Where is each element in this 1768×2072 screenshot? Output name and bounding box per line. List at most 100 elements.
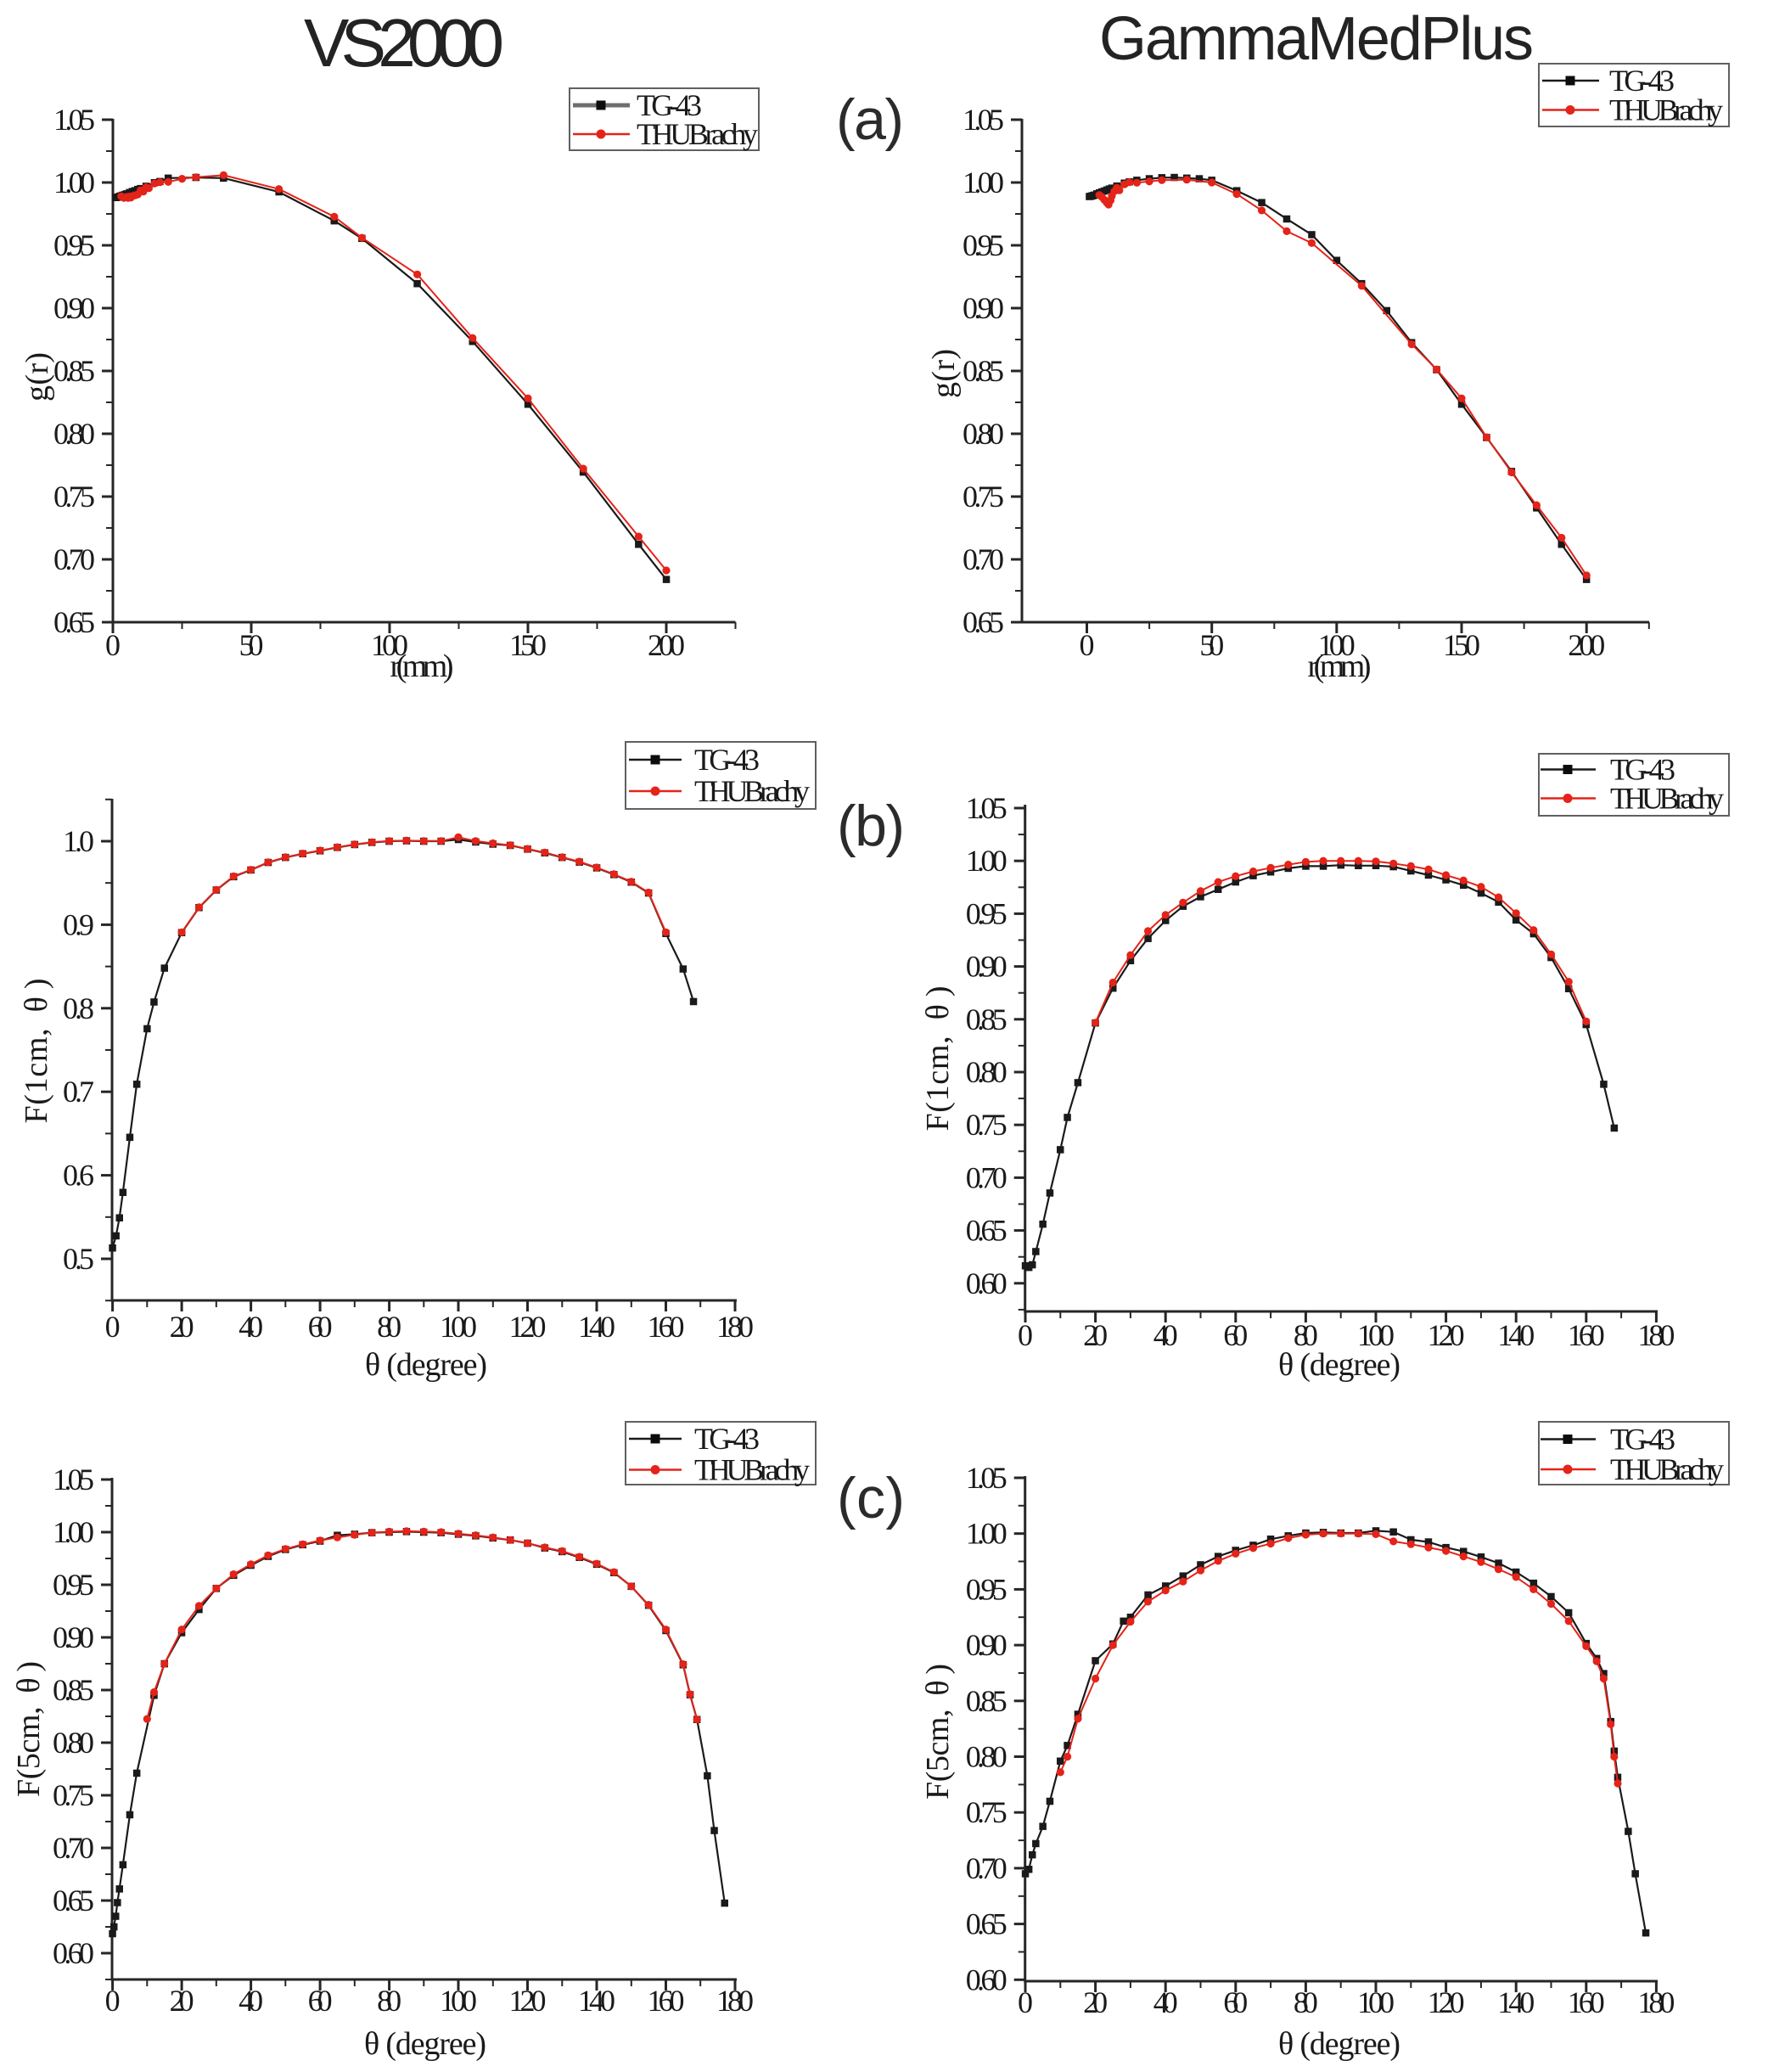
svg-text:0.65: 0.65 bbox=[963, 605, 1004, 639]
svg-text:180: 180 bbox=[716, 1310, 754, 1344]
svg-text:g(r): g(r) bbox=[20, 352, 55, 401]
svg-text:F(1cm, θ ): F(1cm, θ ) bbox=[920, 986, 956, 1131]
svg-text:THUBrachy: THUBrachy bbox=[694, 1453, 810, 1487]
svg-text:TG-43: TG-43 bbox=[1609, 64, 1675, 98]
svg-text:160: 160 bbox=[1568, 1318, 1605, 1352]
svg-text:0: 0 bbox=[1018, 1318, 1033, 1352]
svg-text:160: 160 bbox=[648, 1984, 685, 2018]
svg-text:0.80: 0.80 bbox=[963, 417, 1004, 451]
svg-text:0.95: 0.95 bbox=[53, 228, 95, 262]
svg-text:θ (degree): θ (degree) bbox=[1278, 2026, 1400, 2062]
svg-text:0: 0 bbox=[105, 1310, 121, 1344]
svg-text:THUBrachy: THUBrachy bbox=[637, 117, 758, 151]
svg-text:20: 20 bbox=[1083, 1985, 1108, 2019]
svg-text:r(mm): r(mm) bbox=[1308, 649, 1372, 684]
svg-text:0.95: 0.95 bbox=[53, 1568, 94, 1602]
svg-text:0.7: 0.7 bbox=[63, 1075, 94, 1109]
svg-text:0.90: 0.90 bbox=[966, 1628, 1007, 1662]
svg-text:1.05: 1.05 bbox=[966, 791, 1007, 825]
svg-text:0.5: 0.5 bbox=[63, 1242, 94, 1276]
svg-text:0.75: 0.75 bbox=[966, 1108, 1007, 1142]
svg-text:0.80: 0.80 bbox=[53, 1726, 94, 1760]
svg-text:150: 150 bbox=[1443, 628, 1480, 662]
svg-text:0.70: 0.70 bbox=[966, 1851, 1007, 1885]
svg-text:THUBrachy: THUBrachy bbox=[1610, 1452, 1724, 1486]
svg-text:1.00: 1.00 bbox=[53, 1515, 94, 1549]
svg-text:60: 60 bbox=[308, 1984, 333, 2018]
svg-text:160: 160 bbox=[648, 1310, 685, 1344]
svg-text:100: 100 bbox=[371, 628, 408, 662]
svg-text:100: 100 bbox=[440, 1310, 477, 1344]
svg-text:20: 20 bbox=[170, 1984, 194, 2018]
svg-text:0.70: 0.70 bbox=[53, 542, 95, 576]
svg-text:120: 120 bbox=[1428, 1985, 1465, 2019]
svg-text:80: 80 bbox=[1294, 1318, 1318, 1352]
svg-text:F(5cm, θ ): F(5cm, θ ) bbox=[920, 1664, 956, 1800]
svg-text:F(1cm, θ ): F(1cm, θ ) bbox=[19, 979, 54, 1124]
svg-text:g(r): g(r) bbox=[926, 349, 962, 398]
svg-text:0: 0 bbox=[1080, 628, 1095, 662]
svg-text:0: 0 bbox=[1018, 1985, 1033, 2019]
svg-text:140: 140 bbox=[578, 1984, 615, 2018]
svg-text:1.05: 1.05 bbox=[53, 1463, 94, 1496]
svg-text:0.75: 0.75 bbox=[966, 1795, 1007, 1829]
svg-text:100: 100 bbox=[440, 1984, 477, 2018]
svg-text:1.00: 1.00 bbox=[966, 844, 1007, 878]
svg-text:(a): (a) bbox=[836, 87, 904, 152]
svg-text:80: 80 bbox=[377, 1310, 401, 1344]
svg-text:0.75: 0.75 bbox=[53, 480, 95, 514]
svg-text:100: 100 bbox=[1357, 1985, 1395, 2019]
svg-text:50: 50 bbox=[1199, 628, 1224, 662]
svg-text:40: 40 bbox=[239, 1984, 263, 2018]
svg-text:0.95: 0.95 bbox=[966, 1572, 1007, 1606]
svg-text:0.65: 0.65 bbox=[53, 605, 95, 639]
svg-text:1.0: 1.0 bbox=[63, 824, 94, 858]
svg-text:0.95: 0.95 bbox=[966, 896, 1007, 930]
svg-text:0.9: 0.9 bbox=[63, 907, 94, 941]
svg-text:0.85: 0.85 bbox=[966, 1002, 1007, 1036]
svg-text:θ (degree): θ (degree) bbox=[364, 2026, 486, 2062]
svg-text:0.85: 0.85 bbox=[53, 1673, 94, 1707]
svg-text:0.80: 0.80 bbox=[966, 1740, 1007, 1774]
svg-text:0.60: 0.60 bbox=[53, 1936, 94, 1970]
svg-text:140: 140 bbox=[578, 1310, 615, 1344]
svg-text:THUBrachy: THUBrachy bbox=[694, 774, 810, 808]
svg-text:150: 150 bbox=[509, 628, 547, 662]
svg-text:0.80: 0.80 bbox=[966, 1055, 1007, 1089]
svg-text:160: 160 bbox=[1568, 1985, 1605, 2019]
svg-text:0.70: 0.70 bbox=[53, 1831, 94, 1865]
svg-text:0.70: 0.70 bbox=[963, 542, 1004, 576]
svg-text:120: 120 bbox=[509, 1984, 547, 2018]
svg-text:F(5cm, θ ): F(5cm, θ ) bbox=[11, 1661, 47, 1797]
svg-text:0.90: 0.90 bbox=[966, 950, 1007, 984]
svg-text:θ (degree): θ (degree) bbox=[1278, 1347, 1400, 1383]
svg-text:r(mm): r(mm) bbox=[390, 649, 454, 684]
svg-text:THUBrachy: THUBrachy bbox=[1609, 93, 1723, 127]
svg-text:60: 60 bbox=[1223, 1985, 1248, 2019]
svg-text:0.70: 0.70 bbox=[966, 1160, 1007, 1194]
svg-text:θ (degree): θ (degree) bbox=[365, 1347, 487, 1383]
svg-text:0.90: 0.90 bbox=[53, 1620, 94, 1654]
svg-text:40: 40 bbox=[1153, 1985, 1178, 2019]
svg-text:140: 140 bbox=[1497, 1985, 1535, 2019]
svg-text:0.90: 0.90 bbox=[53, 291, 95, 325]
svg-text:0.65: 0.65 bbox=[53, 1884, 94, 1918]
svg-text:200: 200 bbox=[1568, 628, 1605, 662]
svg-text:60: 60 bbox=[1223, 1318, 1248, 1352]
svg-text:0.85: 0.85 bbox=[966, 1684, 1007, 1718]
svg-text:TG-43: TG-43 bbox=[1610, 753, 1675, 787]
svg-text:TG-43: TG-43 bbox=[694, 1422, 760, 1456]
svg-text:(c): (c) bbox=[837, 1466, 905, 1530]
svg-text:(b): (b) bbox=[837, 794, 905, 858]
svg-text:TG-43: TG-43 bbox=[1610, 1423, 1675, 1457]
svg-text:120: 120 bbox=[1428, 1318, 1465, 1352]
svg-text:0: 0 bbox=[105, 628, 121, 662]
svg-text:0.75: 0.75 bbox=[963, 480, 1004, 514]
svg-text:1.00: 1.00 bbox=[53, 166, 95, 199]
svg-text:1.05: 1.05 bbox=[53, 103, 95, 137]
svg-text:1.05: 1.05 bbox=[966, 1461, 1007, 1495]
svg-text:0.65: 0.65 bbox=[966, 1907, 1007, 1941]
svg-text:0.75: 0.75 bbox=[53, 1778, 94, 1812]
svg-text:140: 140 bbox=[1497, 1318, 1535, 1352]
svg-text:0.60: 0.60 bbox=[966, 1266, 1007, 1300]
